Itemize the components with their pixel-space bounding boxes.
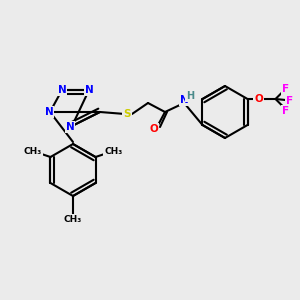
Text: N: N	[45, 107, 53, 117]
Text: N: N	[180, 95, 188, 105]
Text: O: O	[254, 94, 263, 104]
Text: N: N	[85, 85, 93, 95]
Text: O: O	[150, 124, 158, 134]
Text: F: F	[282, 84, 289, 94]
Text: S: S	[123, 109, 131, 119]
Text: F: F	[286, 96, 293, 106]
Text: CH₃: CH₃	[104, 148, 123, 157]
Text: N: N	[58, 85, 66, 95]
Text: H: H	[186, 91, 194, 101]
Text: F: F	[282, 106, 289, 116]
Text: CH₃: CH₃	[64, 214, 82, 224]
Text: CH₃: CH₃	[23, 148, 42, 157]
Text: N: N	[66, 122, 74, 132]
